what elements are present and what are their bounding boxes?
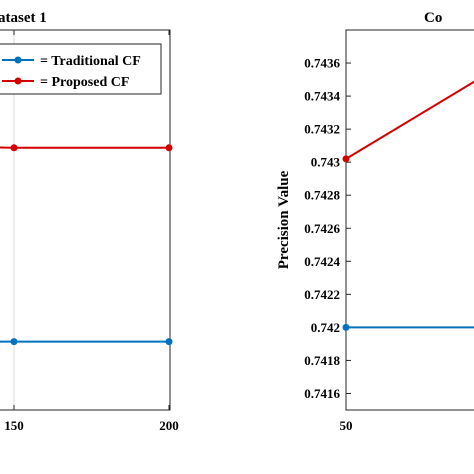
right-point-proposed-50 (342, 155, 350, 163)
right-series-group (342, 80, 474, 331)
right-chart-title: Co (424, 10, 442, 26)
right-ytick-label-0.7418: 0.7418 (304, 353, 340, 368)
legend-box (0, 43, 162, 95)
right-ytick-label-0.742: 0.742 (311, 320, 340, 335)
left-point-proposed-200 (165, 144, 173, 152)
left-point-proposed-150 (10, 144, 18, 152)
right-ytick-label-0.7428: 0.7428 (304, 188, 340, 203)
right-ytick-label-0.7416: 0.7416 (304, 386, 340, 401)
left-chart-title: ataset 1 (0, 10, 47, 26)
left-axes-box (0, 29, 171, 411)
right-xtick-label-50: 50 (340, 418, 353, 433)
right-ytick-label-0.7422: 0.7422 (304, 287, 340, 302)
left-line-proposed (0, 146, 169, 149)
right-ytick-label-0.7434: 0.7434 (304, 89, 340, 104)
legend-label-proposed: = Proposed CF (40, 75, 129, 90)
right-ytick-label-0.7426: 0.7426 (304, 221, 340, 236)
left-xtick-label-200: 200 (159, 418, 179, 433)
legend-marker-traditional (14, 56, 22, 64)
legend-marker-proposed (14, 77, 22, 85)
left-point-traditional-150 (10, 338, 18, 346)
right-y-axis-label: Precision Value (276, 170, 292, 269)
legend-label-traditional: = Traditional CF (40, 54, 141, 69)
right-point-traditional-50 (342, 323, 350, 331)
left-xtick-label-150: 150 (4, 418, 24, 433)
right-ytick-label-0.7424: 0.7424 (304, 254, 340, 269)
left-series-group (0, 144, 173, 346)
right-ytick-label-0.7432: 0.7432 (304, 122, 340, 137)
legend: = Traditional CF = Proposed CF (0, 43, 162, 95)
right-yticks-group: 0.7416 0.7418 0.742 0.7422 0.7424 0.7426 0.742… (304, 56, 351, 401)
right-line-proposed (345, 80, 474, 160)
right-ytick-label-0.7436: 0.7436 (304, 56, 340, 71)
left-panel: ataset 1 150 200 = Traditional CF = Prop… (0, 10, 179, 433)
left-point-traditional-200 (165, 338, 173, 346)
right-axes-box (345, 29, 474, 411)
right-panel: Co 50 0.7416 0.7418 0.742 0.7422 0.7424 0.742… (276, 10, 474, 433)
right-ytick-label-0.743: 0.743 (311, 155, 341, 170)
